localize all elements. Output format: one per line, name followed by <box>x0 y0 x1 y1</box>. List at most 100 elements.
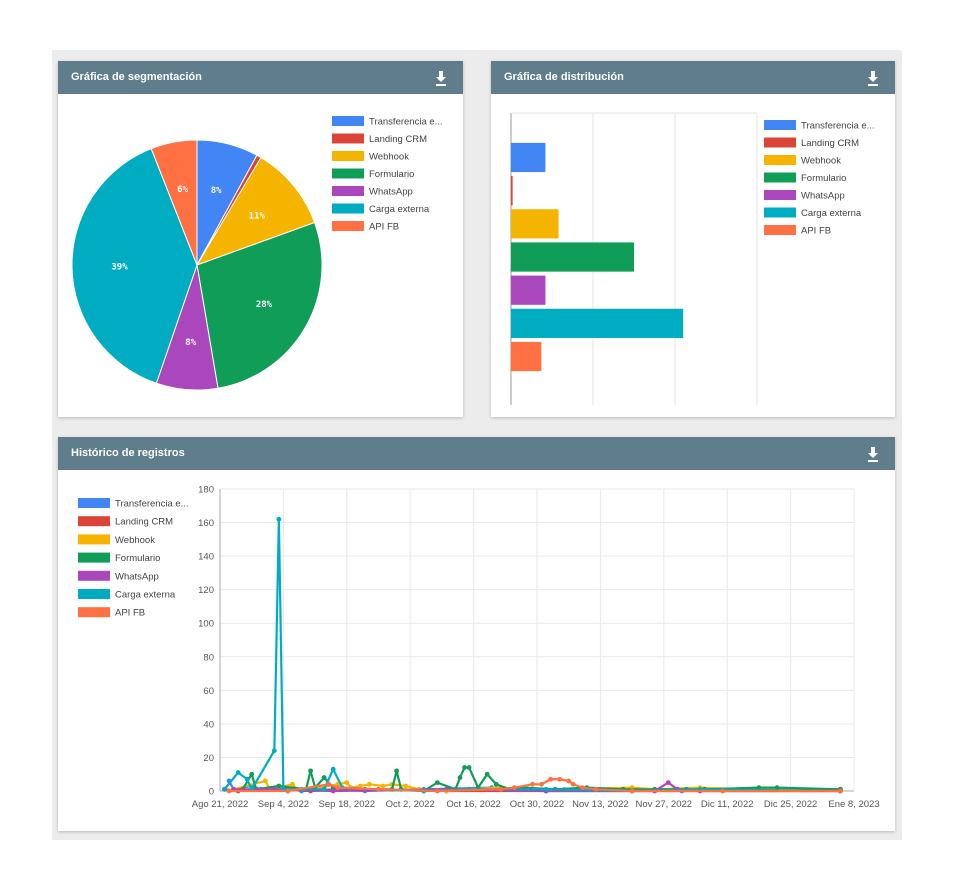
data-point[interactable] <box>543 786 549 792</box>
data-point[interactable] <box>321 786 327 792</box>
data-point[interactable] <box>357 783 363 789</box>
pie-slice[interactable] <box>195 156 316 266</box>
line-legend-item[interactable]: Carga externa <box>78 589 176 601</box>
pie-legend-item[interactable]: WhatsApp <box>332 186 413 198</box>
bar-legend-item[interactable]: Landing CRM <box>764 137 859 150</box>
y-tick-label: 140 <box>198 552 214 563</box>
pie-legend-item[interactable]: Webhook <box>332 151 409 163</box>
data-point[interactable] <box>244 776 250 782</box>
data-point[interactable] <box>335 785 341 791</box>
data-point[interactable] <box>344 780 350 786</box>
data-point[interactable] <box>285 788 291 794</box>
pie-legend-item[interactable]: Transferencia e... <box>332 116 443 128</box>
pie-legend-item[interactable]: Landing CRM <box>332 133 427 146</box>
download-icon[interactable] <box>865 445 881 463</box>
pie-legend-swatch <box>332 151 364 161</box>
data-point[interactable] <box>321 775 327 780</box>
data-point[interactable] <box>249 771 255 777</box>
data-point[interactable] <box>484 771 490 777</box>
data-point[interactable] <box>226 788 232 794</box>
line-legend-label: API FB <box>115 608 145 619</box>
data-point[interactable] <box>235 770 241 775</box>
data-point[interactable] <box>593 786 599 792</box>
pie-legend-item[interactable]: API FB <box>332 221 399 233</box>
data-point[interactable] <box>330 788 336 794</box>
data-point[interactable] <box>394 768 400 774</box>
download-icon[interactable] <box>433 69 449 87</box>
bar-legend-item[interactable]: Transferencia e... <box>764 120 875 132</box>
distribution-bar-chart: Transferencia e... Landing CRM Webhook Form… <box>510 112 875 405</box>
download-icon[interactable] <box>865 69 881 87</box>
line-legend-label: Webhook <box>115 535 155 546</box>
history-line-chart: 0 20 40 60 80 100 120 140 160 180 Ago 21, 2022 Sep … <box>78 485 880 810</box>
bar-legend-item[interactable]: API FB <box>764 225 831 237</box>
data-point[interactable] <box>326 781 332 787</box>
line-legend-item[interactable]: Webhook <box>78 534 155 546</box>
line-legend-item[interactable]: API FB <box>78 607 145 619</box>
bar[interactable] <box>511 176 513 206</box>
x-tick-label: Oct 30, 2022 <box>510 799 564 810</box>
bar-legend-label: WhatsApp <box>801 191 845 202</box>
data-point[interactable] <box>774 785 780 791</box>
pie-legend-item[interactable]: Formulario <box>332 168 414 181</box>
bar-legend-item[interactable]: Webhook <box>764 155 841 167</box>
data-point[interactable] <box>290 781 295 787</box>
data-point[interactable] <box>367 781 372 787</box>
pie-legend-swatch <box>332 168 364 179</box>
x-tick-label: Dic 11, 2022 <box>701 799 754 810</box>
data-point[interactable] <box>222 786 227 792</box>
data-point[interactable] <box>756 785 762 791</box>
data-point[interactable] <box>271 748 277 754</box>
pie-slice[interactable] <box>71 148 198 384</box>
data-point[interactable] <box>434 788 440 794</box>
data-point[interactable] <box>629 788 635 794</box>
data-point[interactable] <box>539 781 544 787</box>
bar[interactable] <box>511 242 634 272</box>
line-series <box>226 776 843 794</box>
bar-legend-item[interactable]: WhatsApp <box>764 190 845 202</box>
data-point[interactable] <box>557 776 563 782</box>
data-point[interactable] <box>548 776 553 782</box>
data-point[interactable] <box>466 765 472 770</box>
bar-legend-item[interactable]: Formulario <box>764 172 846 185</box>
line-legend-item[interactable]: Landing CRM <box>78 516 173 528</box>
bar-legend-swatch <box>764 225 796 235</box>
data-point[interactable] <box>530 781 535 787</box>
data-point[interactable] <box>276 516 282 522</box>
line-legend-item[interactable]: Transferencia e... <box>78 498 189 510</box>
data-point[interactable] <box>262 778 268 784</box>
bar[interactable] <box>511 209 559 239</box>
bar[interactable] <box>511 341 542 372</box>
data-point[interactable] <box>276 783 282 789</box>
bar[interactable] <box>511 142 546 173</box>
bar[interactable] <box>511 275 546 305</box>
data-point[interactable] <box>498 786 504 792</box>
pie-slice[interactable] <box>150 139 198 266</box>
data-point[interactable] <box>434 780 440 786</box>
x-tick-label: Oct 2, 2022 <box>386 799 435 810</box>
data-point[interactable] <box>380 783 386 789</box>
pie-legend-label: Webhook <box>369 152 409 163</box>
data-point[interactable] <box>403 783 409 789</box>
line-legend-item[interactable]: Formulario <box>78 552 160 565</box>
data-point[interactable] <box>462 765 467 770</box>
distribution-title: Gráfica de distribución <box>504 71 624 83</box>
data-point[interactable] <box>493 781 499 787</box>
data-point[interactable] <box>579 785 585 791</box>
data-point[interactable] <box>511 785 517 791</box>
line-legend-item[interactable]: WhatsApp <box>78 570 159 583</box>
data-point[interactable] <box>838 788 843 794</box>
data-point[interactable] <box>457 775 463 780</box>
data-point[interactable] <box>308 768 313 774</box>
data-point[interactable] <box>570 781 576 787</box>
data-point[interactable] <box>665 780 671 786</box>
data-point[interactable] <box>566 778 572 784</box>
bar-legend-item[interactable]: Carga externa <box>764 207 862 220</box>
data-point[interactable] <box>330 766 336 772</box>
pie-legend-label: WhatsApp <box>369 187 413 198</box>
pie-slice[interactable] <box>196 221 323 389</box>
bar[interactable] <box>511 308 684 338</box>
data-point[interactable] <box>376 786 381 792</box>
data-point[interactable] <box>720 788 726 794</box>
pie-legend-item[interactable]: Carga externa <box>332 203 430 216</box>
